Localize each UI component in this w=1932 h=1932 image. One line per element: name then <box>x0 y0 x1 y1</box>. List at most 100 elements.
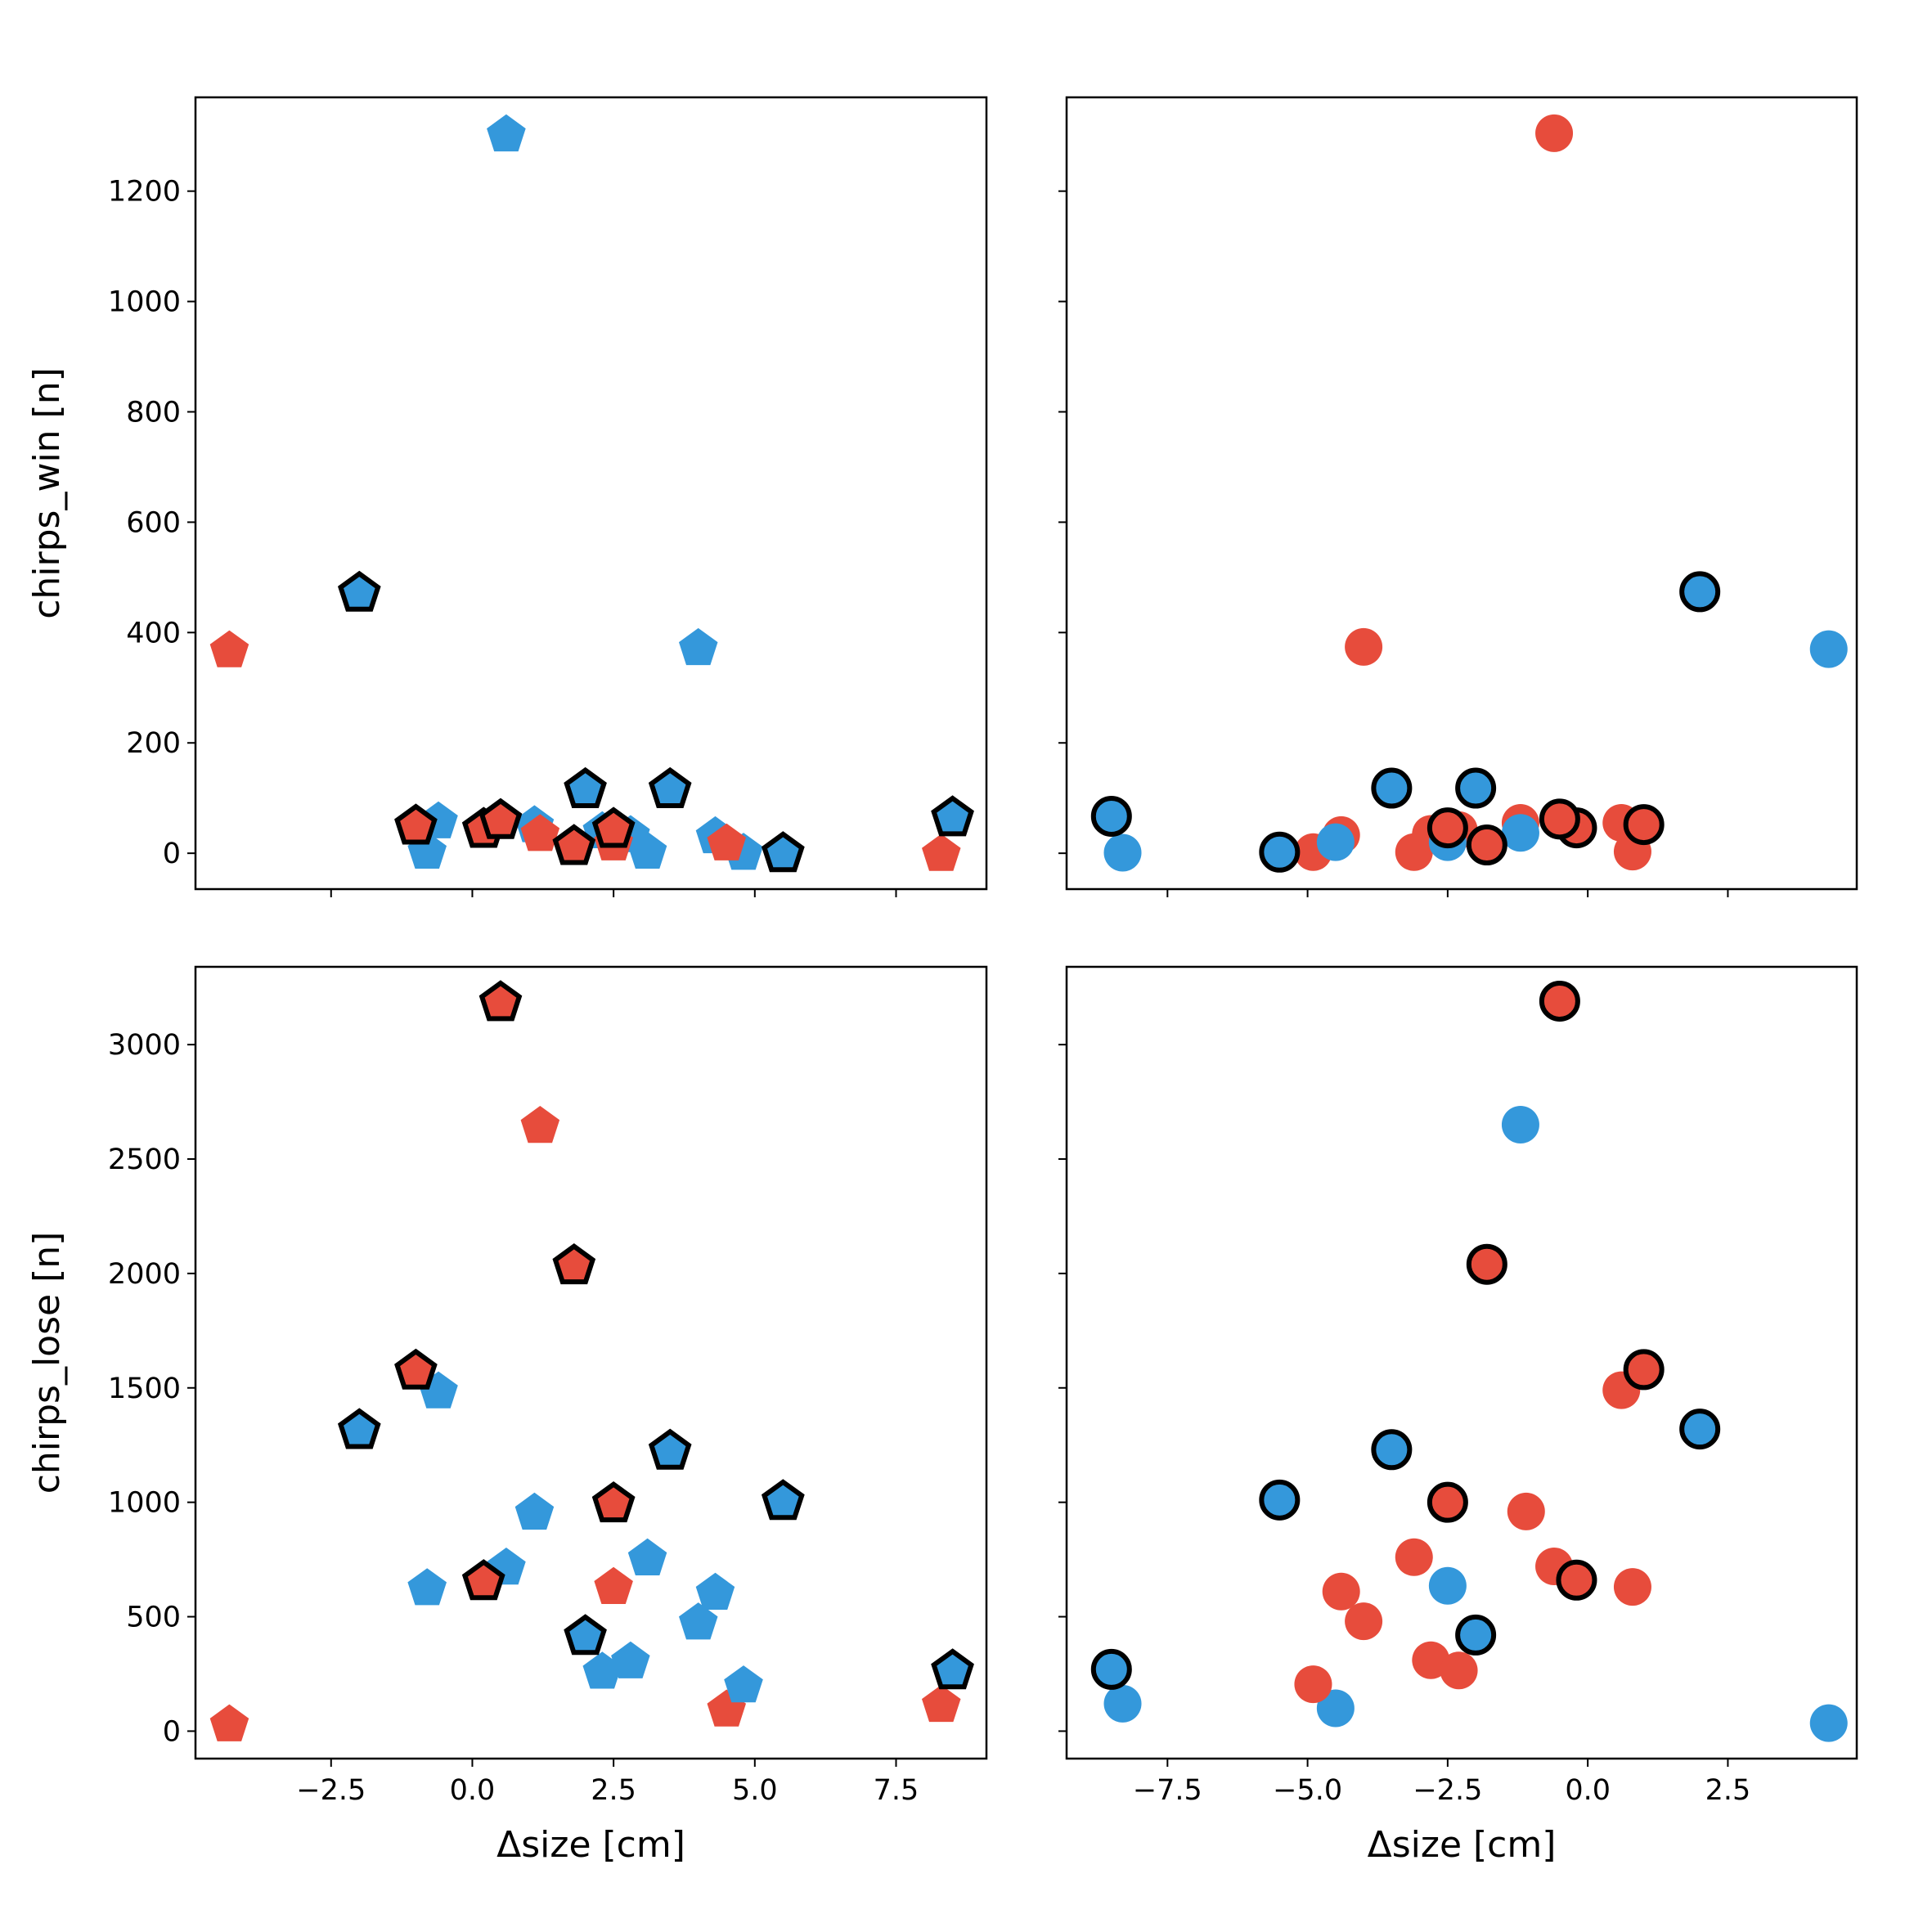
data-point <box>1395 1538 1433 1576</box>
data-point <box>1371 1429 1413 1471</box>
data-point <box>461 1559 505 1601</box>
plot-frame <box>194 965 988 1760</box>
data-point <box>1090 1648 1132 1690</box>
data-point <box>479 798 523 839</box>
data-point <box>1371 767 1413 809</box>
data-point <box>1809 1704 1848 1742</box>
y-tick-label: 400 <box>126 617 181 649</box>
data-point <box>1455 767 1497 809</box>
data-point <box>1259 1479 1301 1521</box>
data-point <box>1556 1559 1597 1601</box>
y-tick-label: 1000 <box>108 286 181 319</box>
data-point <box>209 630 249 667</box>
data-point <box>564 766 607 808</box>
x-tick-label: −2.5 <box>1413 1774 1482 1807</box>
y-tick-label: 1200 <box>108 176 181 209</box>
data-point <box>1539 798 1580 840</box>
data-point <box>1455 1614 1497 1656</box>
data-point <box>1427 807 1468 849</box>
data-point <box>1103 1684 1142 1723</box>
data-point <box>1679 571 1721 613</box>
y-tick-label: 2000 <box>108 1258 181 1291</box>
data-point <box>394 803 438 845</box>
plot-frame <box>1065 96 1858 891</box>
data-point <box>394 1348 438 1390</box>
plot-frame <box>194 96 988 891</box>
data-point <box>591 806 636 848</box>
x-tick-label: 2.5 <box>591 1774 636 1807</box>
data-point <box>1345 1602 1383 1641</box>
data-point <box>707 823 746 860</box>
data-point <box>407 1568 447 1606</box>
plot-frame <box>1065 965 1858 1760</box>
data-point <box>520 1106 560 1143</box>
x-tick-label: −5.0 <box>1273 1774 1342 1807</box>
data-point <box>611 1641 650 1678</box>
y-axis-label: chirps_win [n] <box>26 367 68 619</box>
x-tick-label: 5.0 <box>732 1774 778 1807</box>
panel-bottom-right: −7.5 −5.0 −2.5 0.0 2.5 Δsize [cm] <box>1058 965 1858 1866</box>
data-point <box>1507 1492 1545 1530</box>
y-tick-label: 800 <box>126 397 181 429</box>
data-point <box>1539 980 1580 1022</box>
data-point <box>1623 1349 1665 1391</box>
y-tick-label: 2500 <box>108 1143 181 1176</box>
data-point <box>1501 1106 1539 1144</box>
y-tick-label: 1500 <box>108 1373 181 1405</box>
y-axis-label: chirps_lose [n] <box>26 1232 68 1494</box>
data-point <box>1345 627 1383 666</box>
y-tick-label: 1000 <box>108 1487 181 1520</box>
panel-top-right <box>1058 96 1858 897</box>
data-point <box>761 1479 805 1521</box>
y-tick-label: 500 <box>126 1602 181 1634</box>
x-axis-label: Δsize [cm] <box>496 1824 685 1866</box>
data-point <box>1501 814 1539 852</box>
data-point <box>1623 804 1665 846</box>
y-tick-label: 0 <box>163 1715 181 1748</box>
x-tick-label: −2.5 <box>296 1774 366 1807</box>
x-tick-label: 0.0 <box>450 1774 496 1807</box>
data-point <box>552 1242 596 1285</box>
data-point <box>931 795 974 837</box>
data-point <box>627 831 667 869</box>
data-point <box>591 1480 636 1523</box>
data-point <box>627 1538 667 1575</box>
data-point <box>1103 833 1142 872</box>
panel-bottom-left: −2.5 0.0 2.5 5.0 7.5 0 500 1000 1500 2000 2500 3000… <box>26 965 988 1866</box>
data-point <box>1466 1243 1507 1285</box>
data-point <box>1809 630 1848 668</box>
data-point <box>1316 1689 1355 1728</box>
data-point <box>552 824 596 865</box>
y-tick-label: 600 <box>126 506 181 539</box>
x-tick-label: 7.5 <box>874 1774 919 1807</box>
x-tick-label: 0.0 <box>1565 1774 1611 1807</box>
data-point <box>1613 1568 1651 1606</box>
data-point <box>1316 823 1355 861</box>
y-tick-label: 0 <box>163 838 181 870</box>
data-point <box>1440 1651 1478 1690</box>
data-point <box>514 1492 555 1530</box>
data-point <box>1679 1409 1721 1450</box>
data-point <box>922 833 961 871</box>
data-point <box>1428 1566 1467 1605</box>
data-point <box>487 114 526 152</box>
data-point <box>695 1572 735 1610</box>
data-point <box>1090 795 1132 837</box>
data-point <box>724 1665 763 1703</box>
data-point <box>1427 1481 1468 1523</box>
y-tick-label: 3000 <box>108 1029 181 1062</box>
data-point <box>209 1704 249 1741</box>
x-tick-label: −7.5 <box>1133 1774 1202 1807</box>
data-point <box>679 1602 718 1640</box>
data-point <box>582 1651 622 1689</box>
data-point <box>337 1408 381 1449</box>
data-point <box>648 1428 692 1470</box>
data-point <box>564 1614 607 1656</box>
data-point <box>761 831 805 873</box>
panel-top-left: 0 200 400 600 800 1000 1200 chirps_win [n] <box>26 96 988 897</box>
data-point <box>931 1648 974 1690</box>
data-point <box>479 980 523 1022</box>
data-point <box>337 570 381 612</box>
data-point <box>594 1566 633 1604</box>
